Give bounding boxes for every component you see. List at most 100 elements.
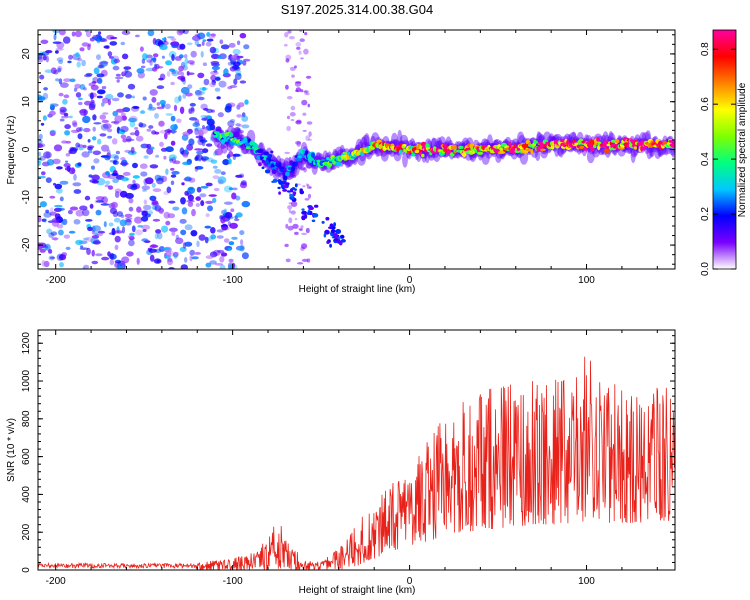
noise-blob <box>194 166 199 172</box>
noise-blob <box>224 201 233 205</box>
signal-mark <box>283 185 288 189</box>
noise-blob <box>132 183 138 189</box>
noise-blob <box>49 129 57 134</box>
noise-blob <box>105 171 110 176</box>
noise-blob <box>205 182 213 187</box>
noise-blob <box>223 68 229 76</box>
signal-mark <box>325 216 330 221</box>
noise-blob <box>96 178 106 186</box>
noise-blob <box>77 58 83 62</box>
noise-blob <box>45 209 50 214</box>
noise-blob <box>229 222 239 229</box>
signal-mark <box>299 190 305 195</box>
noise-blob <box>114 235 121 243</box>
noise-blob <box>294 81 302 87</box>
noise-blob <box>72 182 82 187</box>
noise-blob <box>184 257 188 263</box>
noise-blob <box>136 257 140 265</box>
noise-blob <box>92 114 97 121</box>
noise-blob <box>211 79 216 86</box>
noise-blob <box>38 242 43 250</box>
noise-blob <box>189 62 195 66</box>
noise-blob <box>136 68 145 74</box>
noise-blob <box>228 42 236 48</box>
snr-frame <box>37 329 676 571</box>
signal-mark <box>633 146 638 150</box>
noise-blob <box>38 215 42 223</box>
noise-blob <box>83 127 91 133</box>
noise-blob <box>149 244 159 248</box>
noise-blob <box>210 74 217 81</box>
noise-blob <box>300 57 304 60</box>
noise-blob <box>165 60 173 66</box>
noise-blob <box>53 70 59 75</box>
noise-blob <box>58 59 64 65</box>
signal-mark <box>672 141 675 147</box>
noise-blob <box>49 130 56 137</box>
noise-blob <box>138 123 147 128</box>
noise-blob <box>182 154 189 158</box>
snr-ylabel: SNR (10 * v/v) <box>6 418 17 482</box>
noise-blob <box>235 212 243 218</box>
signal-mark <box>310 152 315 158</box>
noise-blob <box>189 255 193 262</box>
noise-blob <box>203 116 208 122</box>
noise-blob <box>101 86 107 90</box>
signal-mark <box>263 151 269 156</box>
noise-blob <box>307 193 312 199</box>
noise-blob <box>301 99 308 106</box>
noise-blob <box>283 43 288 47</box>
noise-blob <box>170 115 176 122</box>
y-tick-label: 0 <box>21 146 32 152</box>
noise-blob <box>305 183 309 187</box>
noise-blob <box>50 231 58 236</box>
noise-blob <box>135 229 143 236</box>
signal-mark <box>590 146 595 152</box>
noise-blob <box>51 218 61 223</box>
noise-blob <box>75 142 81 148</box>
noise-blob <box>181 134 189 141</box>
noise-blob <box>227 221 231 227</box>
noise-blob <box>121 176 129 182</box>
noise-blob <box>119 219 127 227</box>
signal-mark <box>376 139 382 143</box>
noise-blob <box>71 120 78 126</box>
noise-blob <box>41 171 46 176</box>
noise-blob <box>132 162 138 169</box>
noise-blob <box>109 41 118 46</box>
noise-blob <box>38 143 43 149</box>
noise-blob <box>294 231 299 235</box>
signal-mark <box>610 139 616 143</box>
noise-blob <box>125 135 132 143</box>
noise-blob <box>210 33 216 37</box>
noise-blob <box>306 184 310 189</box>
noise-blob <box>57 65 63 72</box>
noise-blob <box>140 210 149 213</box>
noise-blob <box>38 96 46 101</box>
signal-mark <box>477 151 484 155</box>
noise-blob <box>115 73 121 77</box>
noise-blob <box>63 94 70 99</box>
noise-blob <box>165 250 172 257</box>
noise-blob <box>202 62 207 66</box>
noise-blob <box>153 53 159 58</box>
noise-blob <box>207 205 213 212</box>
signal-mark <box>421 153 425 158</box>
noise-blob <box>202 148 209 154</box>
noise-blob <box>136 206 142 213</box>
noise-blob <box>186 42 193 46</box>
noise-blob <box>184 57 189 66</box>
noise-blob <box>52 41 62 44</box>
noise-blob <box>290 201 298 208</box>
noise-blob <box>167 213 176 219</box>
noise-blob <box>105 180 111 185</box>
noise-blob <box>148 125 154 129</box>
snr-background <box>38 330 675 570</box>
noise-blob <box>154 233 159 240</box>
noise-blob <box>91 180 99 184</box>
noise-blob <box>184 224 193 231</box>
noise-blob <box>63 234 70 239</box>
noise-blob <box>178 95 182 102</box>
noise-blob <box>129 232 135 236</box>
